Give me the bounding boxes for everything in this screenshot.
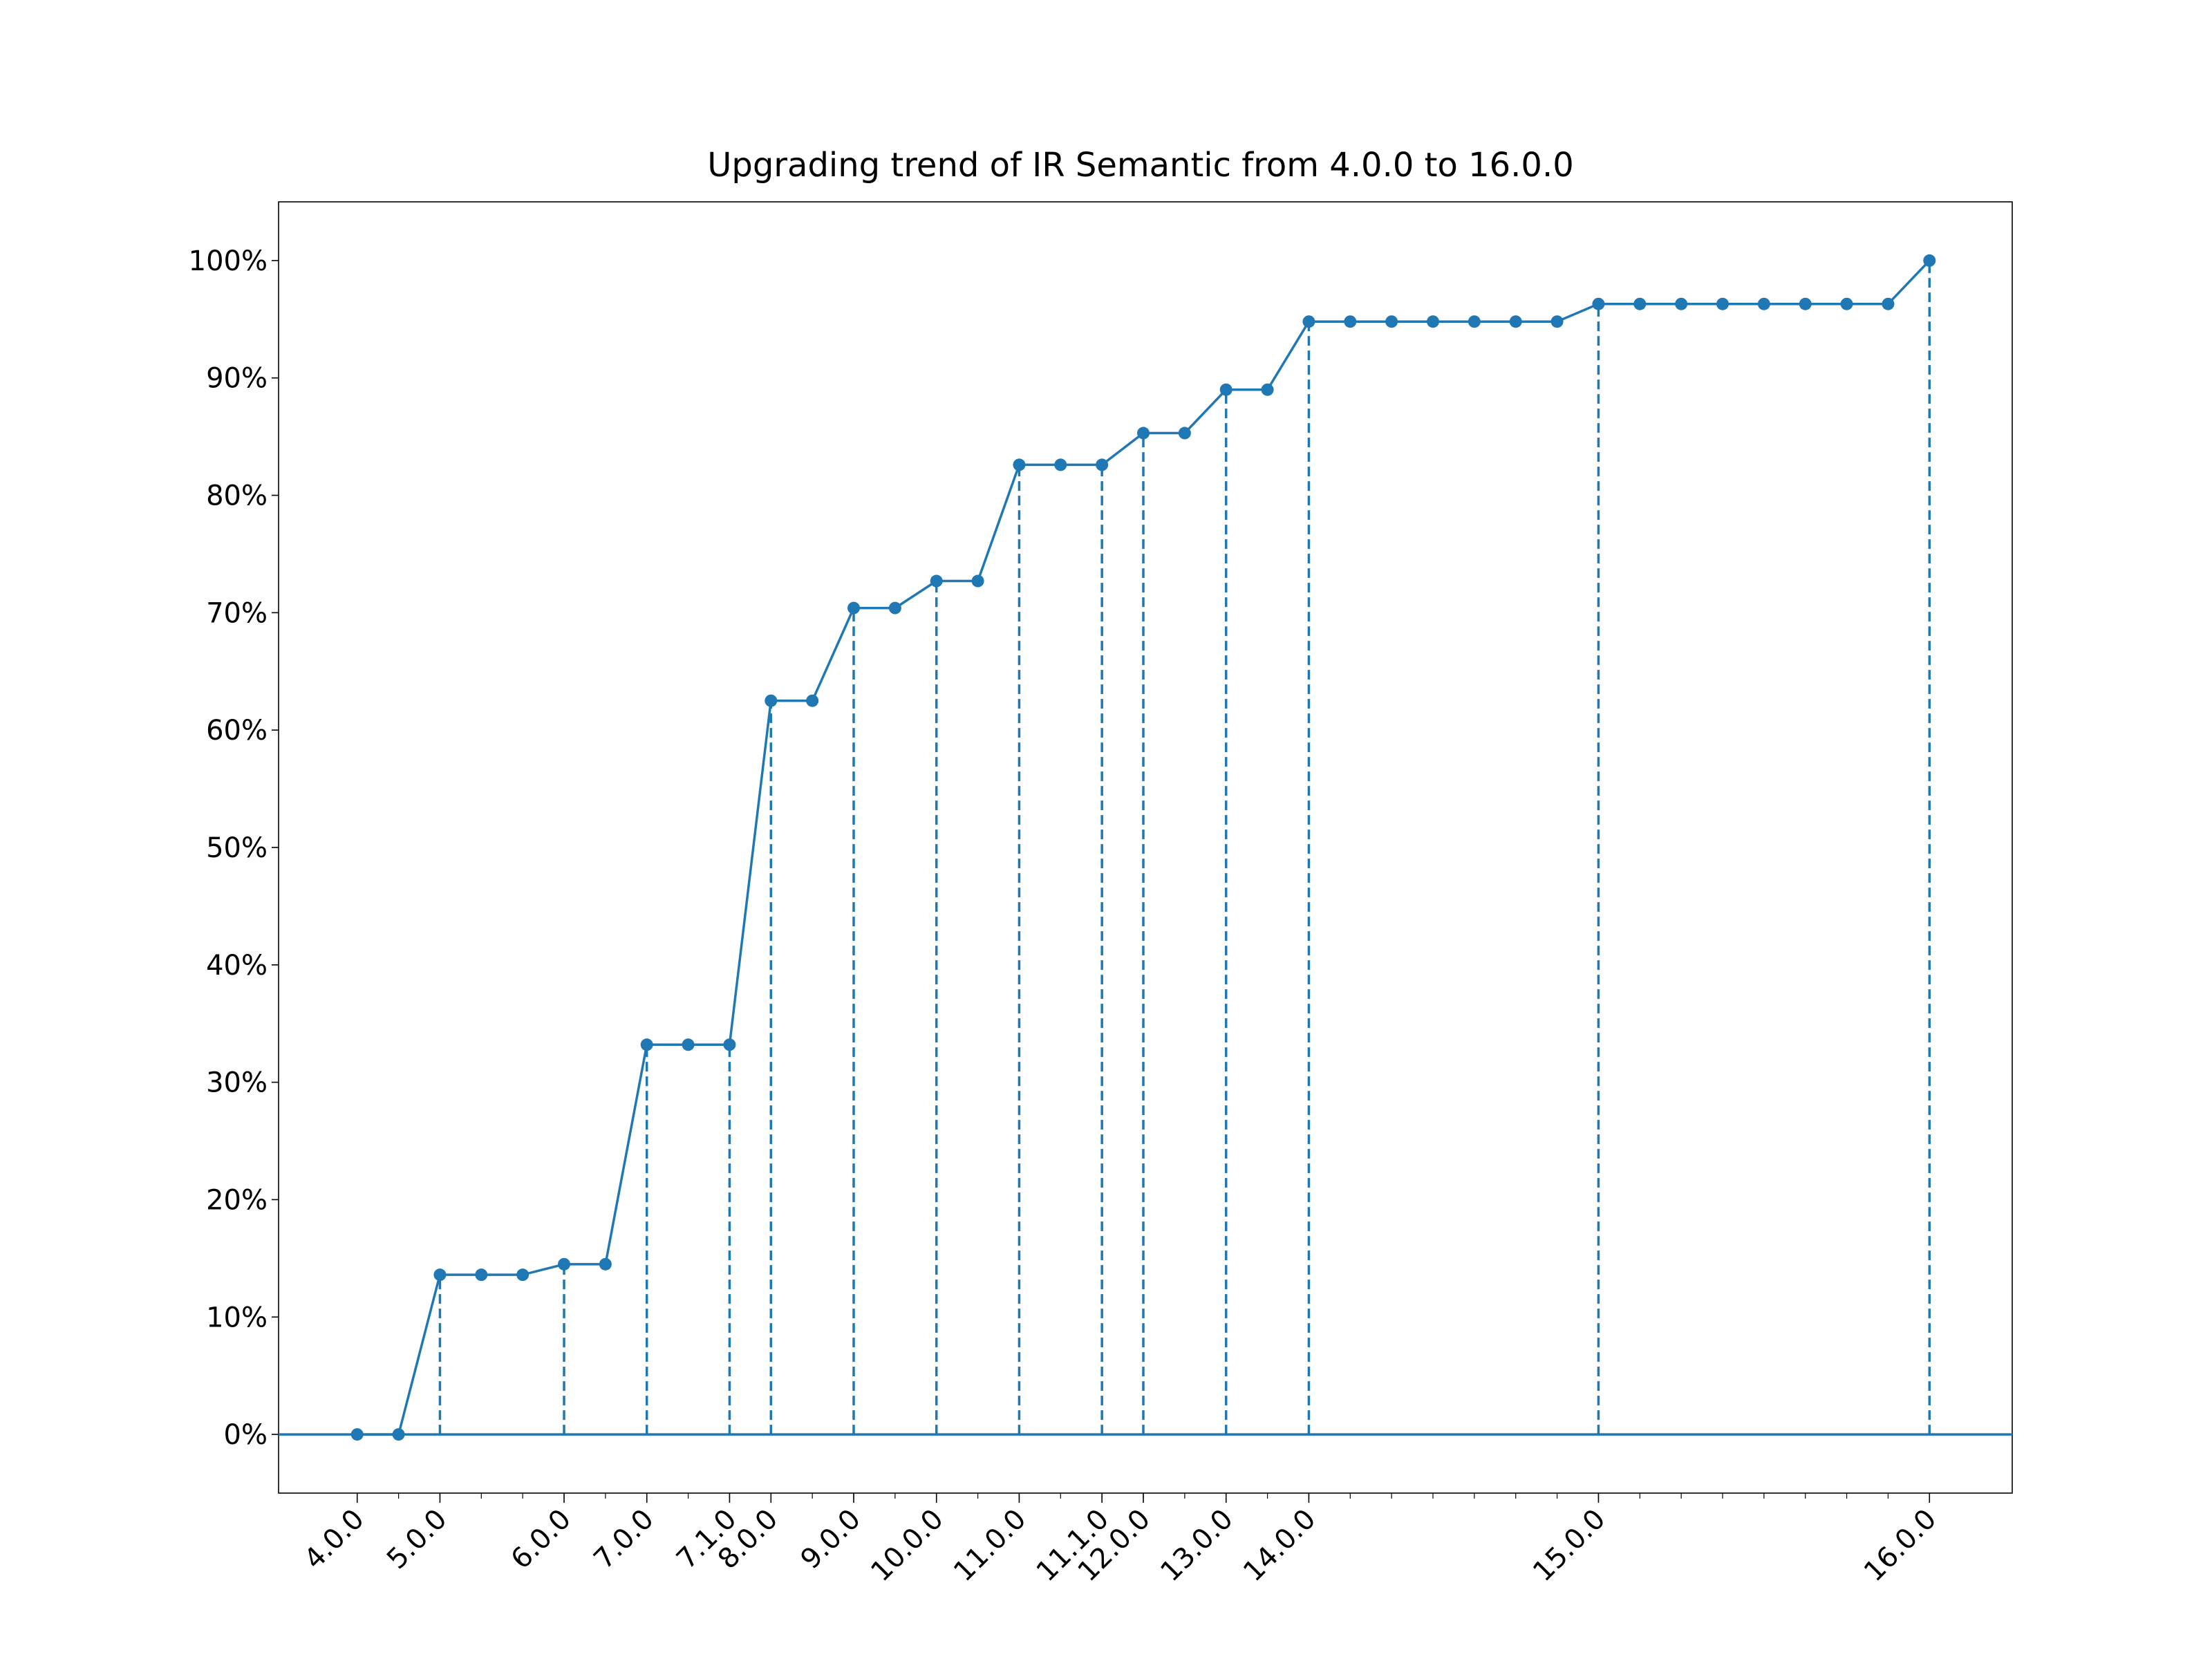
- data-point: [1385, 315, 1398, 328]
- x-tick-label: 13.0.0: [1154, 1503, 1239, 1588]
- x-tick-label: 5.0.0: [381, 1503, 453, 1575]
- data-point: [1882, 297, 1895, 310]
- data-point: [1716, 297, 1730, 310]
- data-point: [1840, 297, 1853, 310]
- data-point: [1137, 427, 1150, 440]
- data-point: [1178, 427, 1191, 440]
- data-point: [1633, 297, 1647, 310]
- x-tick-label: 16.0.0: [1858, 1503, 1942, 1588]
- data-point: [1344, 315, 1357, 328]
- data-point: [392, 1428, 405, 1441]
- x-tick-label: 9.0.0: [795, 1503, 867, 1575]
- data-point: [1096, 458, 1109, 471]
- data-point: [1219, 383, 1232, 396]
- data-point: [1675, 297, 1688, 310]
- y-tick-label: 0%: [224, 1419, 268, 1451]
- x-tick-label: 11.0.0: [948, 1503, 1032, 1588]
- data-point: [599, 1257, 612, 1271]
- data-point: [847, 601, 861, 615]
- data-point: [1054, 458, 1067, 471]
- x-tick-label: 6.0.0: [505, 1503, 577, 1575]
- data-point: [1923, 254, 1936, 267]
- y-tick-label: 10%: [206, 1302, 268, 1333]
- x-tick-label: 7.0.0: [588, 1503, 659, 1575]
- data-point: [888, 601, 901, 615]
- data-point: [1013, 458, 1026, 471]
- y-tick-label: 70%: [206, 597, 268, 629]
- data-point: [1592, 297, 1605, 310]
- data-point: [1757, 297, 1770, 310]
- y-tick-label: 100%: [189, 245, 268, 277]
- data-point: [971, 574, 984, 588]
- x-tick-label: 15.0.0: [1527, 1503, 1611, 1588]
- data-point: [682, 1038, 695, 1051]
- data-point: [723, 1038, 736, 1051]
- data-point: [516, 1268, 529, 1282]
- y-tick-label: 40%: [206, 950, 268, 982]
- x-tick-label: 4.0.0: [298, 1503, 370, 1575]
- y-tick-label: 80%: [206, 480, 268, 512]
- y-tick-label: 60%: [206, 715, 268, 747]
- plot-frame: [278, 201, 2013, 1494]
- x-tick-label: 14.0.0: [1237, 1503, 1322, 1588]
- y-tick-label: 90%: [206, 363, 268, 395]
- data-point: [930, 574, 943, 588]
- x-tick-label: 10.0.0: [865, 1503, 949, 1588]
- data-point: [1261, 383, 1274, 396]
- data-point: [1799, 297, 1812, 310]
- chart-title: Upgrading trend of IR Semantic from 4.0.…: [707, 146, 1574, 185]
- plot-area: 0% 10% 20% 30% 40% 50% 60% 70% 80% 90% 100% 4.0.0 5.…: [189, 201, 2013, 1588]
- data-point: [640, 1038, 653, 1051]
- data-point: [1468, 315, 1481, 328]
- data-point: [433, 1268, 447, 1282]
- y-tick-label: 50%: [206, 832, 268, 864]
- data-point: [806, 694, 819, 707]
- data-point: [1302, 315, 1315, 328]
- data-point: [1509, 315, 1522, 328]
- data-point: [765, 694, 778, 707]
- data-point: [558, 1257, 571, 1271]
- data-point: [1550, 315, 1564, 328]
- y-tick-label: 20%: [206, 1184, 268, 1216]
- data-point: [1427, 315, 1440, 328]
- y-tick-label: 30%: [206, 1067, 268, 1099]
- data-point: [475, 1268, 488, 1282]
- data-point: [350, 1428, 364, 1441]
